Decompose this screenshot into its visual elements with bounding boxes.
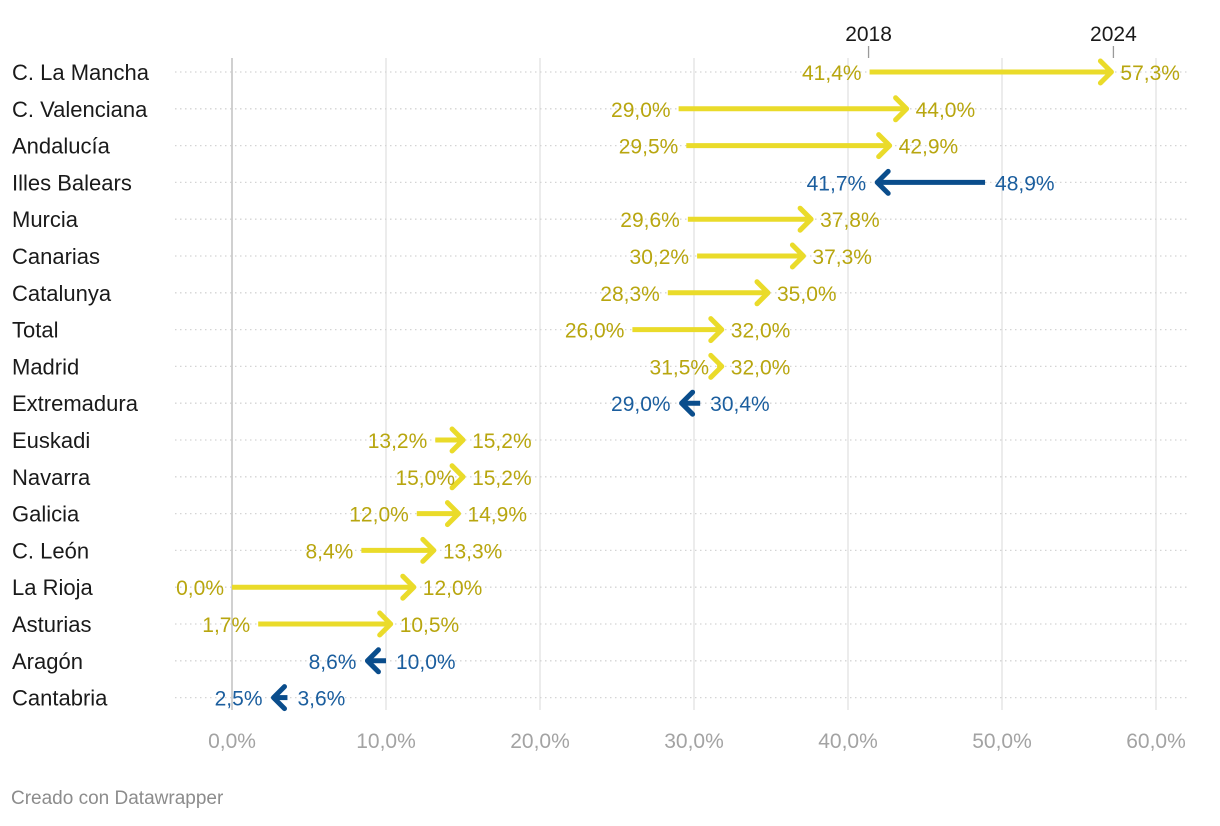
value-label-2018: 12,0% [349,504,409,527]
value-label-2024: 35,0% [777,283,837,306]
x-tick-label: 10,0% [356,730,416,753]
x-tick-label: 50,0% [972,730,1032,753]
value-label-2024: 41,7% [807,172,867,195]
arrow-head [420,536,437,564]
region-label: Andalucía [12,134,111,159]
value-label-2024: 42,9% [899,136,959,159]
year-label-2024: 2024 [1090,23,1137,46]
region-label: Catalunya [12,281,112,306]
arrow-head [893,95,910,123]
arrow-head [708,352,725,380]
value-label-2018: 48,9% [995,172,1055,195]
value-label-2024: 15,2% [472,430,532,453]
region-label: Madrid [12,354,79,379]
arrow-head [400,573,417,601]
value-label-2024: 10,5% [400,614,460,637]
arrow-head [271,684,287,712]
value-label-2018: 10,0% [396,651,456,674]
region-label: Cantabria [12,686,108,711]
value-label-2024: 37,3% [812,246,872,269]
region-label: Canarias [12,244,100,269]
arrow-head [876,132,893,160]
value-label-2018: 1,7% [202,614,250,637]
arrow-head [754,279,771,307]
credit-footer: Creado con Datawrapper [11,788,224,809]
arrow-head [449,426,466,454]
region-label: Asturias [12,612,91,637]
value-label-2018: 29,6% [620,209,680,232]
region-label: Murcia [12,207,79,232]
arrow-head [377,610,394,638]
value-label-2018: 3,6% [297,688,345,711]
value-label-2024: 44,0% [916,99,976,122]
value-label-2024: 32,0% [731,320,791,343]
value-label-2018: 41,4% [802,62,862,85]
value-label-2018: 29,5% [619,136,679,159]
value-label-2024: 14,9% [467,504,527,527]
value-label-2024: 8,6% [309,651,357,674]
value-label-2024: 37,8% [820,209,880,232]
arrow-head [364,647,381,675]
year-label-2018: 2018 [845,23,892,46]
value-label-2018: 30,4% [710,393,770,416]
value-label-2018: 26,0% [565,320,625,343]
value-label-2018: 29,0% [611,99,671,122]
value-label-2018: 8,4% [305,540,353,563]
region-label: C. León [12,538,89,563]
value-label-2018: 31,5% [650,356,710,379]
value-label-2024: 29,0% [611,393,671,416]
arrow-head [708,316,725,344]
arrow-head [449,463,466,491]
x-tick-label: 40,0% [818,730,878,753]
value-label-2024: 13,3% [443,540,503,563]
x-tick-label: 30,0% [664,730,724,753]
region-label: Total [12,318,58,343]
value-label-2018: 13,2% [368,430,428,453]
x-tick-label: 20,0% [510,730,570,753]
region-label: Aragón [12,649,83,674]
value-label-2024: 15,2% [472,467,532,490]
region-label: Navarra [12,465,91,490]
x-tick-label: 60,0% [1126,730,1186,753]
value-label-2024: 12,0% [423,577,483,600]
arrow-head [444,500,461,528]
arrow-head [789,242,806,270]
arrow-head [797,205,814,233]
value-label-2024: 57,3% [1120,62,1180,85]
x-tick-label: 0,0% [208,730,256,753]
region-label: Illes Balears [12,170,132,195]
value-label-2024: 32,0% [731,356,791,379]
value-label-2018: 30,2% [630,246,690,269]
arrow-head [874,168,891,196]
value-label-2024: 2,5% [215,688,263,711]
region-label: La Rioja [12,575,93,600]
region-label: Euskadi [12,428,90,453]
value-label-2018: 15,0% [395,467,455,490]
region-label: Galicia [12,502,80,527]
region-label: C. Valenciana [12,97,148,122]
region-label: Extremadura [12,391,139,416]
arrow-head [679,389,696,417]
value-label-2018: 28,3% [600,283,660,306]
region-label: C. La Mancha [12,60,150,85]
arrow-head [1097,58,1114,86]
value-label-2018: 0,0% [176,577,224,600]
